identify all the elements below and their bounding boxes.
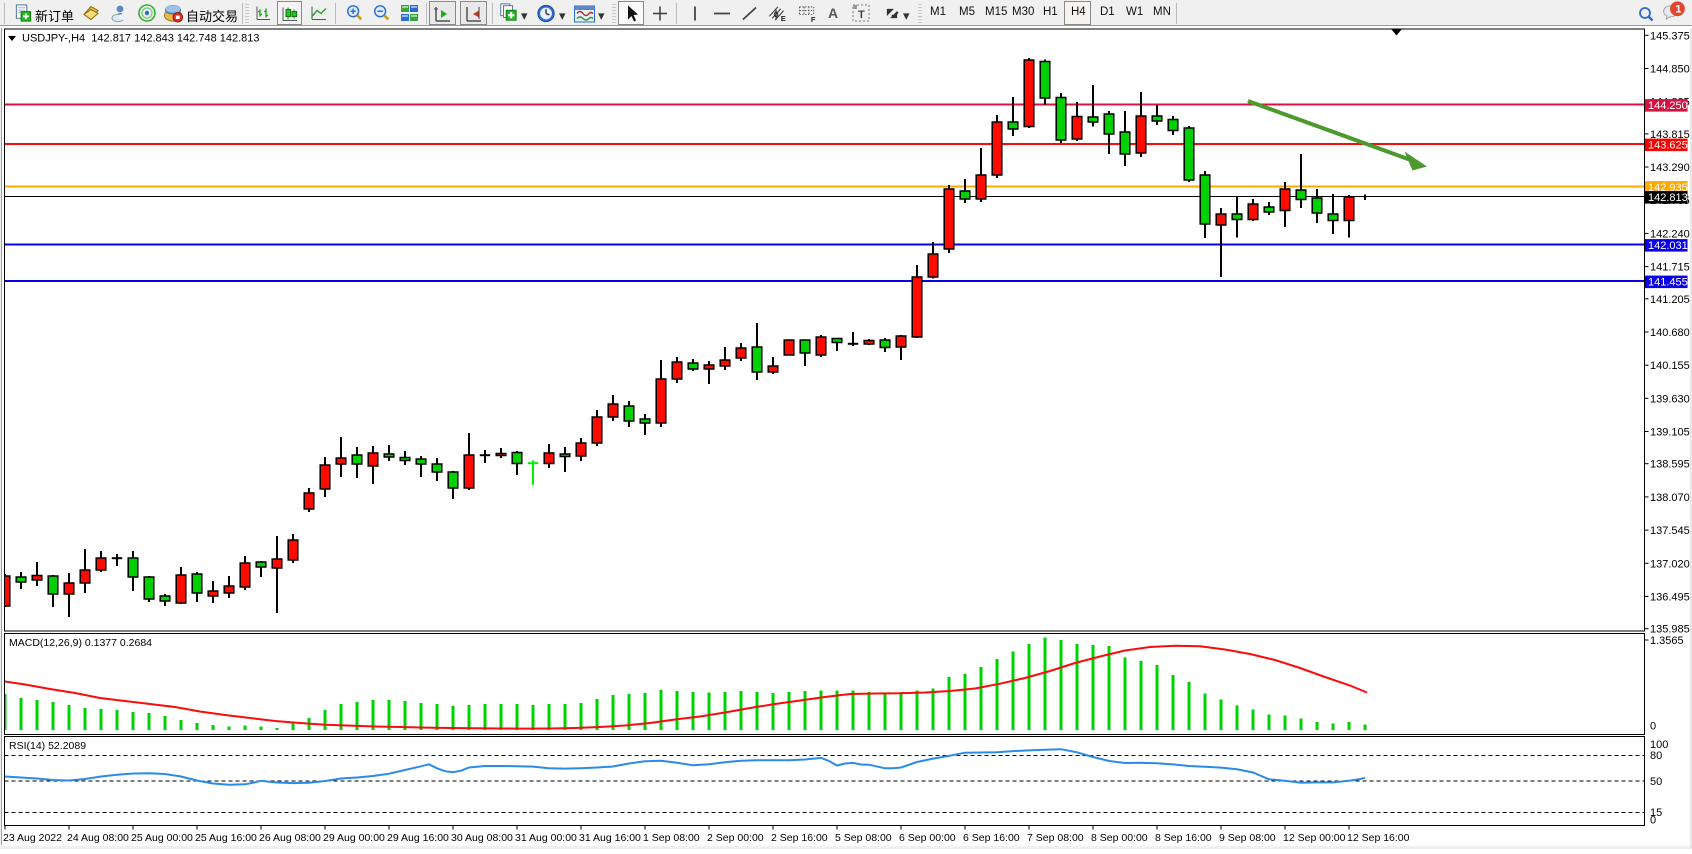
svg-text:2 Sep 00:00: 2 Sep 00:00 (707, 832, 764, 844)
svg-text:136.495: 136.495 (1650, 591, 1690, 603)
svg-text:143.625: 143.625 (1648, 140, 1688, 152)
svg-text:139.630: 139.630 (1650, 393, 1690, 405)
svg-text:139.105: 139.105 (1650, 427, 1690, 439)
svg-text:1 Sep 08:00: 1 Sep 08:00 (643, 832, 700, 844)
svg-text:138.070: 138.070 (1650, 492, 1690, 504)
svg-text:31 Aug 00:00: 31 Aug 00:00 (515, 832, 577, 844)
svg-text:E: E (781, 14, 786, 22)
svg-text:26 Aug 08:00: 26 Aug 08:00 (259, 832, 321, 844)
svg-text:50: 50 (1650, 776, 1662, 788)
svg-text:80: 80 (1650, 750, 1662, 762)
svg-text:141.455: 141.455 (1648, 277, 1688, 289)
svg-text:MACD(12,26,9) 0.1377 0.2684: MACD(12,26,9) 0.1377 0.2684 (9, 637, 152, 649)
svg-text:8 Sep 16:00: 8 Sep 16:00 (1155, 832, 1212, 844)
svg-text:142.031: 142.031 (1648, 240, 1688, 252)
svg-text:0: 0 (1650, 721, 1656, 733)
svg-text:6 Sep 00:00: 6 Sep 00:00 (899, 832, 956, 844)
svg-text:25 Aug 16:00: 25 Aug 16:00 (195, 832, 257, 844)
svg-text:6 Sep 16:00: 6 Sep 16:00 (963, 832, 1020, 844)
svg-text:9 Sep 08:00: 9 Sep 08:00 (1219, 832, 1276, 844)
svg-text:31 Aug 16:00: 31 Aug 16:00 (579, 832, 641, 844)
svg-text:5 Sep 08:00: 5 Sep 08:00 (835, 832, 892, 844)
svg-text:2 Sep 16:00: 2 Sep 16:00 (771, 832, 828, 844)
svg-text:135.985: 135.985 (1650, 624, 1690, 636)
svg-text:24 Aug 08:00: 24 Aug 08:00 (67, 832, 129, 844)
svg-text:29 Aug 00:00: 29 Aug 00:00 (323, 832, 385, 844)
svg-text:143.815: 143.815 (1650, 129, 1690, 141)
svg-text:100: 100 (1650, 739, 1668, 751)
svg-text:7 Sep 08:00: 7 Sep 08:00 (1027, 832, 1084, 844)
svg-text:15: 15 (1650, 807, 1662, 819)
svg-text:144.250: 144.250 (1648, 100, 1688, 112)
svg-text:F: F (811, 15, 816, 23)
svg-text:0: 0 (1650, 815, 1656, 827)
svg-text:142.240: 142.240 (1650, 228, 1690, 240)
svg-text:RSI(14) 52.2089: RSI(14) 52.2089 (9, 740, 86, 752)
svg-text:137.545: 137.545 (1650, 525, 1690, 537)
svg-text:23 Aug 2022: 23 Aug 2022 (3, 832, 62, 844)
svg-text:T: T (858, 9, 865, 21)
svg-text:1.3565: 1.3565 (1650, 635, 1684, 647)
svg-text:USDJPY-,H4 142.817 142.843 14: USDJPY-,H4 142.817 142.843 142.748 142.8… (22, 33, 260, 45)
svg-text:138.595: 138.595 (1650, 459, 1690, 471)
svg-text:143.290: 143.290 (1650, 162, 1690, 174)
svg-text:140.155: 140.155 (1650, 360, 1690, 372)
svg-text:141.205: 141.205 (1650, 294, 1690, 306)
svg-text:8 Sep 00:00: 8 Sep 00:00 (1091, 832, 1148, 844)
svg-text:1: 1 (1675, 4, 1681, 16)
svg-text:29 Aug 16:00: 29 Aug 16:00 (387, 832, 449, 844)
svg-text:12 Sep 00:00: 12 Sep 00:00 (1283, 832, 1346, 844)
svg-text:141.715: 141.715 (1650, 262, 1690, 274)
svg-text:144.850: 144.850 (1650, 64, 1690, 76)
svg-text:25 Aug 00:00: 25 Aug 00:00 (131, 832, 193, 844)
svg-text:12 Sep 16:00: 12 Sep 16:00 (1347, 832, 1410, 844)
svg-text:145.375: 145.375 (1650, 30, 1690, 42)
svg-text:30 Aug 08:00: 30 Aug 08:00 (451, 832, 513, 844)
svg-text:142.813: 142.813 (1648, 192, 1688, 204)
svg-text:140.680: 140.680 (1650, 327, 1690, 339)
svg-text:137.020: 137.020 (1650, 558, 1690, 570)
